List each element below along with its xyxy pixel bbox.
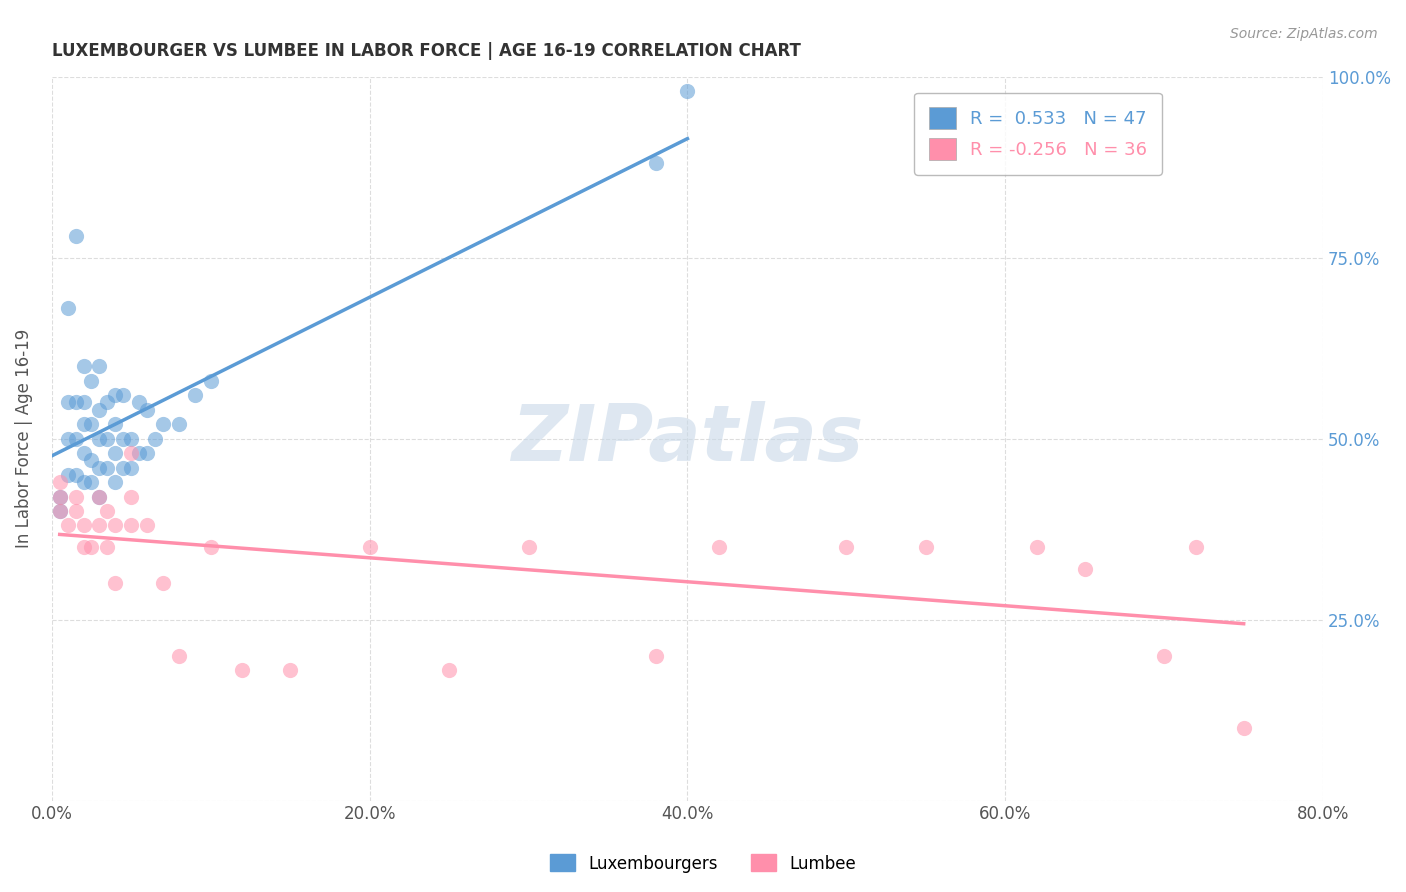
Point (65, 504, 87, 518)
Point (120, 518, 142, 533)
Text: ZIPatlas: ZIPatlas (512, 401, 863, 476)
Point (104, 475, 127, 489)
Point (89, 402, 111, 417)
Point (80, 417, 103, 431)
Point (437, 663, 460, 677)
Point (136, 518, 159, 533)
Point (65, 467, 87, 482)
Point (152, 417, 174, 431)
Point (120, 490, 142, 504)
Point (184, 388, 207, 402)
Point (104, 417, 127, 431)
Point (120, 460, 142, 475)
Point (112, 388, 135, 402)
Point (359, 540, 381, 554)
Point (96, 460, 118, 475)
Point (72, 518, 94, 533)
Point (48, 490, 70, 504)
Point (136, 402, 159, 417)
Point (104, 446, 127, 460)
Point (1074, 562, 1097, 576)
Point (80, 374, 103, 388)
Point (1026, 540, 1049, 554)
Point (1233, 721, 1256, 735)
Point (676, 84, 699, 98)
Point (136, 446, 159, 460)
Point (200, 374, 222, 388)
Point (72, 359, 94, 374)
Text: Source: ZipAtlas.com: Source: ZipAtlas.com (1230, 27, 1378, 41)
Point (644, 648, 666, 663)
Point (96, 504, 118, 518)
Point (89, 359, 111, 374)
Text: LUXEMBOURGER VS LUMBEE IN LABOR FORCE | AGE 16-19 CORRELATION CHART: LUXEMBOURGER VS LUMBEE IN LABOR FORCE | … (52, 42, 800, 60)
Point (200, 540, 222, 554)
Point (104, 388, 127, 402)
Point (112, 432, 135, 446)
Point (48, 490, 70, 504)
Point (709, 540, 731, 554)
Legend: Luxembourgers, Lumbee: Luxembourgers, Lumbee (543, 847, 863, 880)
Point (48, 475, 70, 489)
Point (167, 417, 190, 431)
Point (96, 540, 118, 554)
Point (644, 156, 666, 170)
Point (128, 446, 150, 460)
Point (72, 475, 94, 489)
Legend: R =  0.533   N = 47, R = -0.256   N = 36: R = 0.533 N = 47, R = -0.256 N = 36 (914, 93, 1161, 175)
Point (104, 576, 127, 591)
Point (152, 576, 174, 591)
Point (278, 663, 301, 677)
Point (65, 395, 87, 409)
Point (56, 432, 79, 446)
Point (914, 540, 936, 554)
Point (89, 432, 111, 446)
Point (96, 395, 118, 409)
Point (120, 446, 142, 460)
Point (56, 395, 79, 409)
Point (56, 301, 79, 316)
Point (89, 490, 111, 504)
Point (128, 395, 150, 409)
Point (72, 540, 94, 554)
Point (56, 518, 79, 533)
Point (80, 540, 103, 554)
Point (104, 518, 127, 533)
Y-axis label: In Labor Force | Age 16-19: In Labor Force | Age 16-19 (15, 329, 32, 549)
Point (231, 663, 253, 677)
Point (517, 540, 540, 554)
Point (89, 518, 111, 533)
Point (65, 228, 87, 243)
Point (167, 648, 190, 663)
Point (89, 490, 111, 504)
Point (72, 446, 94, 460)
Point (835, 540, 858, 554)
Point (89, 460, 111, 475)
Point (143, 432, 166, 446)
Point (96, 432, 118, 446)
Point (65, 490, 87, 504)
Point (112, 460, 135, 475)
Point (80, 475, 103, 489)
Point (48, 504, 70, 518)
Point (1153, 648, 1175, 663)
Point (120, 432, 142, 446)
Point (72, 417, 94, 431)
Point (65, 432, 87, 446)
Point (1185, 540, 1208, 554)
Point (80, 453, 103, 467)
Point (72, 395, 94, 409)
Point (48, 504, 70, 518)
Point (56, 467, 79, 482)
